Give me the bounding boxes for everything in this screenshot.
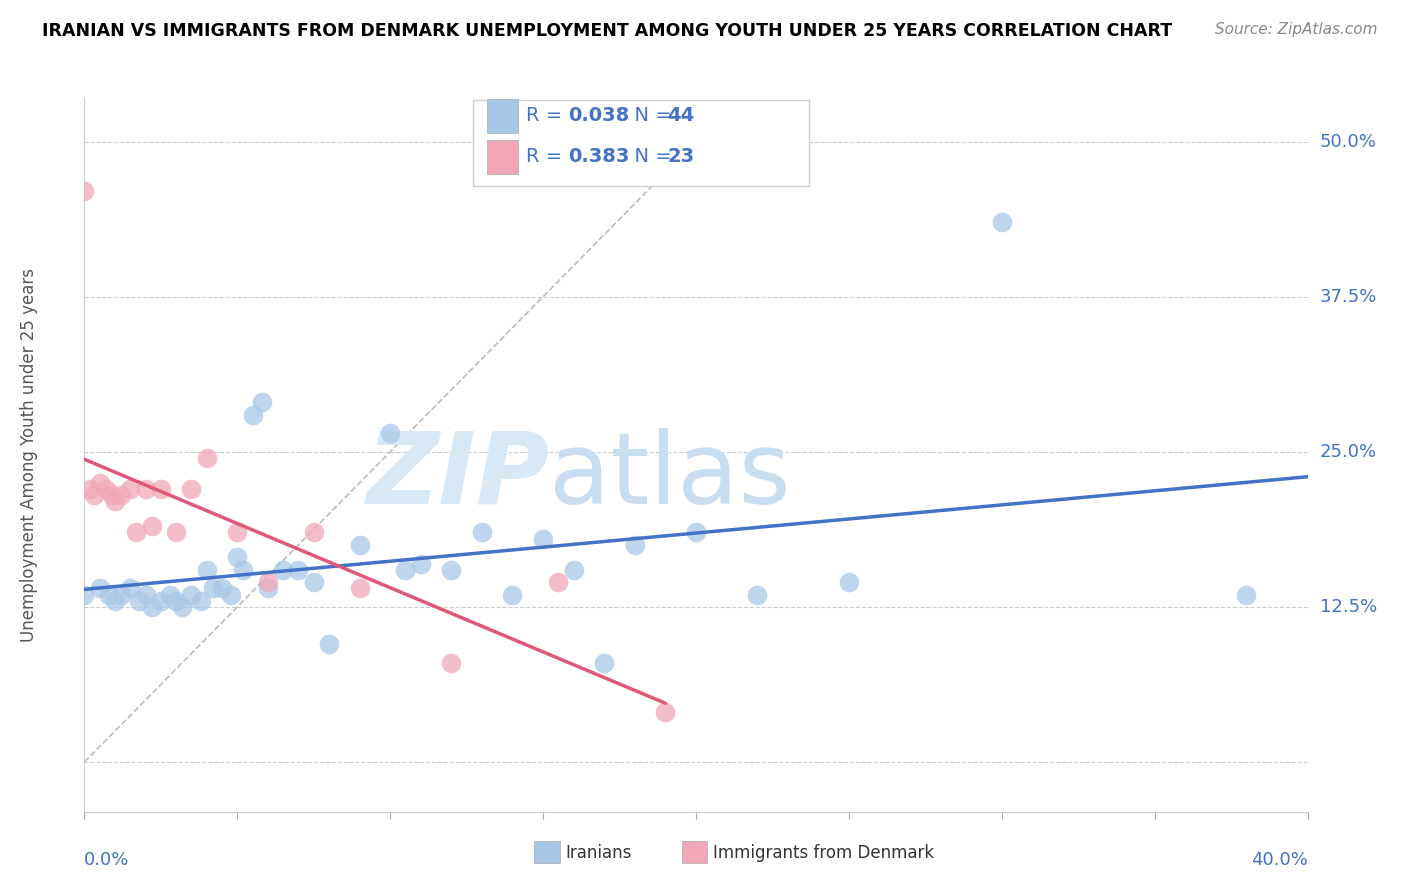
- Point: [73, 184, 96, 198]
- Point: [547, 575, 569, 590]
- Point: [287, 563, 309, 577]
- Point: [250, 395, 273, 409]
- Point: [1234, 588, 1257, 602]
- Point: [201, 582, 224, 596]
- Point: [624, 538, 647, 552]
- Point: [502, 588, 524, 602]
- Point: [318, 637, 340, 651]
- Text: Source: ZipAtlas.com: Source: ZipAtlas.com: [1215, 22, 1378, 37]
- Text: 0.038: 0.038: [568, 106, 630, 126]
- Point: [838, 575, 860, 590]
- Point: [257, 575, 280, 590]
- Point: [593, 656, 616, 670]
- Point: [110, 488, 132, 502]
- Text: 40.0%: 40.0%: [1251, 851, 1308, 869]
- Point: [180, 588, 202, 602]
- Point: [211, 582, 233, 596]
- Point: [120, 482, 142, 496]
- Point: [654, 706, 676, 720]
- Point: [165, 593, 187, 607]
- Text: Immigrants from Denmark: Immigrants from Denmark: [713, 844, 934, 862]
- Point: [135, 482, 157, 496]
- Point: [271, 563, 294, 577]
- Point: [226, 525, 249, 540]
- Point: [190, 593, 212, 607]
- Point: [562, 563, 585, 577]
- Point: [257, 582, 280, 596]
- Point: [89, 475, 111, 490]
- Text: Unemployment Among Youth under 25 years: Unemployment Among Youth under 25 years: [20, 268, 38, 642]
- Point: [440, 656, 463, 670]
- Point: [440, 563, 463, 577]
- Text: 12.5%: 12.5%: [1320, 598, 1376, 616]
- Point: [94, 482, 117, 496]
- Point: [226, 550, 249, 565]
- Point: [159, 588, 181, 602]
- Text: 25.0%: 25.0%: [1320, 442, 1376, 461]
- Text: ZIP: ZIP: [366, 428, 550, 524]
- Point: [83, 488, 105, 502]
- Point: [135, 588, 157, 602]
- Point: [349, 538, 371, 552]
- Text: 50.0%: 50.0%: [1320, 133, 1376, 151]
- Point: [172, 599, 194, 614]
- Point: [471, 525, 494, 540]
- Point: [302, 575, 325, 590]
- Point: [991, 215, 1014, 229]
- Point: [104, 494, 127, 508]
- Point: [242, 408, 264, 422]
- Point: [101, 488, 124, 502]
- Point: [128, 593, 150, 607]
- Text: R =: R =: [526, 106, 569, 126]
- Text: N =: N =: [621, 106, 678, 126]
- Point: [195, 563, 218, 577]
- Point: [380, 426, 402, 441]
- Point: [97, 588, 120, 602]
- Text: IRANIAN VS IMMIGRANTS FROM DENMARK UNEMPLOYMENT AMONG YOUTH UNDER 25 YEARS CORRE: IRANIAN VS IMMIGRANTS FROM DENMARK UNEMP…: [42, 22, 1173, 40]
- Point: [219, 588, 242, 602]
- Point: [149, 482, 172, 496]
- Point: [141, 599, 163, 614]
- Point: [79, 482, 101, 496]
- Text: R =: R =: [526, 147, 569, 167]
- Text: Iranians: Iranians: [565, 844, 631, 862]
- Text: 37.5%: 37.5%: [1320, 288, 1378, 306]
- Point: [195, 450, 218, 465]
- Point: [409, 557, 432, 571]
- Text: atlas: atlas: [550, 428, 790, 524]
- Point: [165, 525, 187, 540]
- Point: [349, 582, 371, 596]
- Point: [232, 563, 254, 577]
- Point: [149, 593, 172, 607]
- Text: 44: 44: [666, 106, 695, 126]
- Point: [104, 593, 127, 607]
- Text: 23: 23: [666, 147, 695, 167]
- Point: [747, 588, 769, 602]
- Point: [302, 525, 325, 540]
- Text: 0.0%: 0.0%: [84, 851, 129, 869]
- Point: [141, 519, 163, 533]
- Point: [125, 525, 148, 540]
- Point: [180, 482, 202, 496]
- Point: [73, 588, 96, 602]
- Point: [89, 582, 111, 596]
- Point: [110, 588, 132, 602]
- Text: 0.383: 0.383: [568, 147, 630, 167]
- Point: [531, 532, 554, 546]
- Point: [120, 582, 142, 596]
- Text: N =: N =: [621, 147, 678, 167]
- Point: [685, 525, 707, 540]
- Point: [394, 563, 416, 577]
